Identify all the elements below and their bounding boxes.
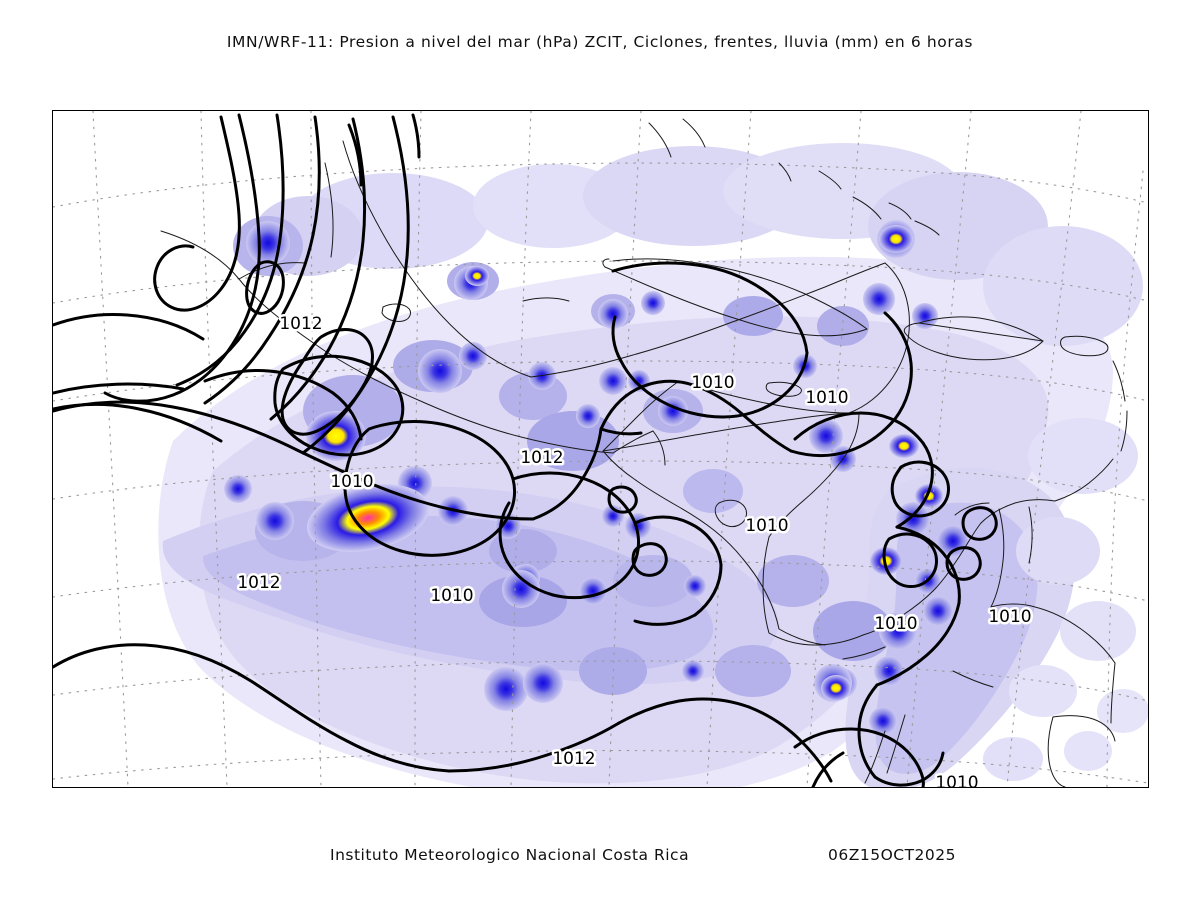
- isobar-label-halo: 1012: [279, 314, 322, 334]
- page-title: IMN/WRF-11: Presion a nivel del mar (hPa…: [226, 33, 974, 51]
- precipitation-shading: [158, 143, 1148, 787]
- isobar-label-halo: 1010: [935, 773, 978, 787]
- isobar-label-halo: 1010: [805, 388, 848, 408]
- isobar-label: 1012: [279, 314, 322, 334]
- isobar-label-halo: 1012: [237, 573, 280, 593]
- isobar-label: 1010: [935, 773, 978, 787]
- isobar-label-halo: 1010: [330, 472, 373, 492]
- isobar-label: 1012: [552, 749, 595, 769]
- isobars: [53, 113, 998, 787]
- institute-label: Instituto Meteorologico Nacional Costa R…: [330, 846, 690, 864]
- isobar-label: 1012: [520, 448, 563, 468]
- isobar-label: 1010: [988, 607, 1031, 627]
- graticule: [53, 111, 1148, 787]
- isobar-label: 1010: [745, 516, 788, 536]
- isobar-label-halo: 1010: [874, 614, 917, 634]
- isobar-label: 1010: [430, 586, 473, 606]
- map-panel: 1012 1012 1010 1010 1010 1010 1012 1012 1010 1010…: [52, 110, 1149, 788]
- isobar-label: 1012: [237, 573, 280, 593]
- isobar-label: 1010: [805, 388, 848, 408]
- isobar-labels: 1012 1012 1010 1010 1010 1010 1012 1012 1010 1010…: [235, 312, 1034, 788]
- valid-time-label: 06Z15OCT2025: [828, 846, 957, 864]
- isobar-label-halo: 1012: [552, 749, 595, 769]
- weather-map: 1012 1012 1010 1010 1010 1010 1012 1012 1010 1010…: [53, 111, 1148, 787]
- isobar-label: 1010: [330, 472, 373, 492]
- isobar-label-halo: 1010: [691, 373, 734, 393]
- isobar-label-halo: 1010: [745, 516, 788, 536]
- isobar-label-halo: 1010: [430, 586, 473, 606]
- coastlines: [160, 118, 1128, 787]
- isobar-label-halo: 1010: [988, 607, 1031, 627]
- isobar-label-halo: 1012: [520, 448, 563, 468]
- isobar-label: 1010: [874, 614, 917, 634]
- isobar-label: 1010: [691, 373, 734, 393]
- rain-cell-peak: [306, 484, 430, 552]
